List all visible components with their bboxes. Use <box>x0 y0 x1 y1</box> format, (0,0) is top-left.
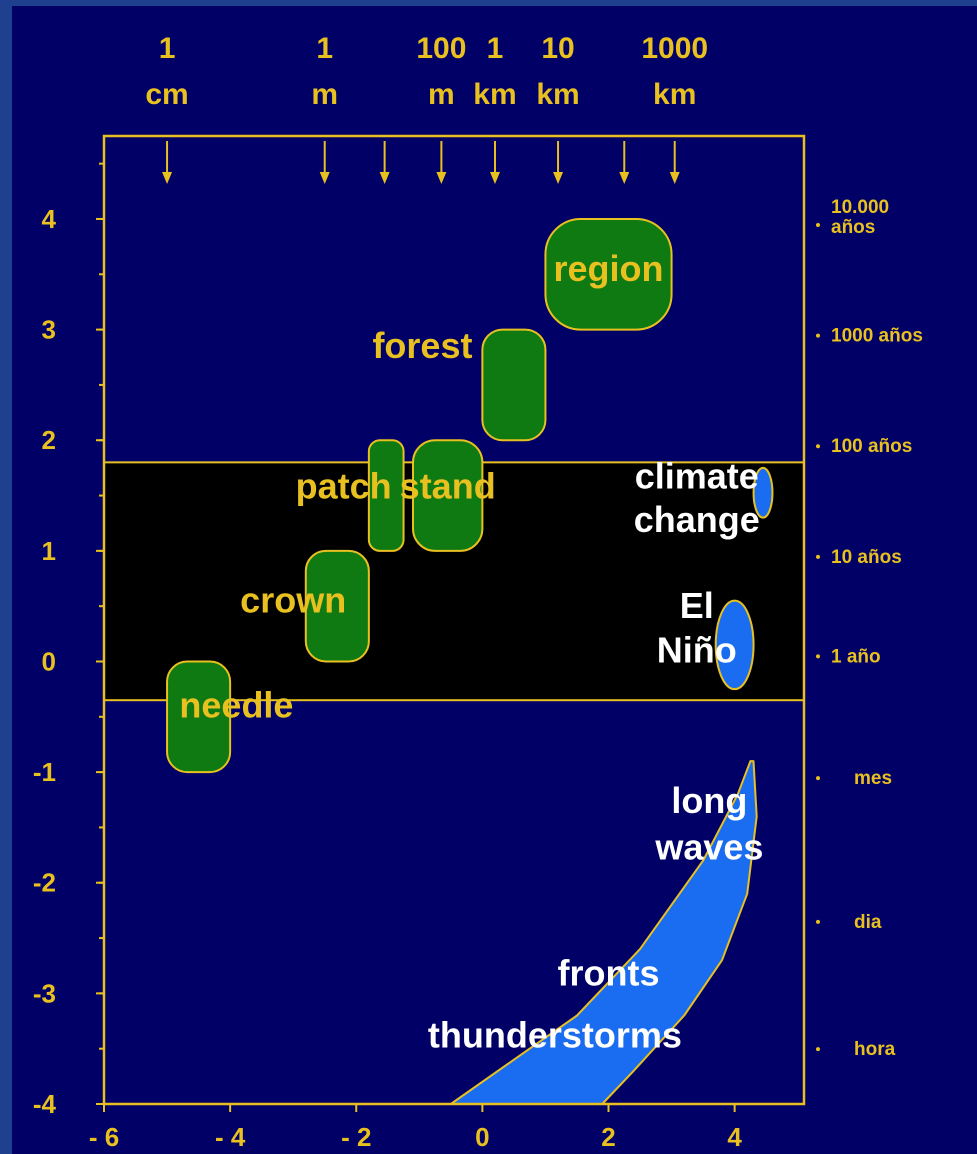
label-patch: patch <box>296 466 392 507</box>
right-scale-label: 100 años <box>831 436 912 457</box>
y-tick-label: 1 <box>42 536 56 566</box>
chart-stage: 4 3 2 1 0 -1 -2 -3 -4- 6- 4- 2 0 2 4 1 cm 1 m 100 m 1 km 10 k… <box>12 6 977 1154</box>
label-change: change <box>634 499 760 540</box>
top-scale-value: 1 <box>316 32 333 65</box>
top-scale-value: 1 <box>159 32 176 65</box>
top-scale-value: 100 <box>416 32 466 65</box>
label-long: long <box>671 780 747 821</box>
right-scale-dot <box>816 444 820 449</box>
top-scale-value: 10 <box>541 32 574 65</box>
top-scale-unit: m <box>428 78 455 111</box>
top-arrow-head <box>619 172 630 184</box>
plot-frame <box>102 134 806 1106</box>
forest-regions <box>166 217 673 774</box>
x-tick-label: 4 <box>727 1122 742 1152</box>
right-scale-label: 1 año <box>831 646 881 667</box>
top-arrow-head <box>319 172 330 184</box>
label-waves: waves <box>654 826 763 867</box>
label-fronts: fronts <box>558 952 660 993</box>
region-needle <box>166 660 232 774</box>
region-crown <box>304 549 370 663</box>
y-tick-label: 2 <box>42 425 56 455</box>
right-scale-label: 1000 años <box>831 326 923 347</box>
top-arrow-head <box>489 172 500 184</box>
right-scale-label: hora <box>854 1039 896 1060</box>
region-patch <box>367 439 405 552</box>
right-scale-dot <box>816 333 820 338</box>
y-tick-label: -3 <box>33 978 56 1008</box>
right-scale-dot <box>816 919 820 924</box>
right-scale-dot <box>816 222 820 227</box>
top-arrow-head <box>553 172 564 184</box>
right-scale-label: 10 años <box>831 547 902 568</box>
region-region <box>544 217 673 331</box>
right-scale-label: dia <box>854 912 882 933</box>
right-scale-dot <box>816 776 820 781</box>
right-scale-label: años <box>831 217 875 238</box>
label-forest: forest <box>372 325 472 366</box>
top-arrow-head <box>379 172 390 184</box>
right-scale-label: mes <box>854 768 892 789</box>
label-niño: Niño <box>657 629 737 670</box>
region-stand <box>412 439 484 552</box>
top-scale-unit: km <box>536 78 579 111</box>
region-forest <box>481 328 547 442</box>
label-thunderstorms: thunderstorms <box>428 1014 682 1055</box>
y-tick-label: -4 <box>33 1089 57 1119</box>
label-needle: needle <box>179 685 293 726</box>
x-tick-label: 0 <box>475 1122 489 1152</box>
right-scale-dot <box>816 554 820 559</box>
right-scale-dot <box>816 654 820 659</box>
top-scale-unit: km <box>653 78 696 111</box>
label-stand: stand <box>400 466 496 507</box>
top-scale-unit: m <box>311 78 338 111</box>
atmosphere-band <box>449 760 758 1105</box>
label-el: El <box>680 585 714 626</box>
y-tick-label: 4 <box>42 204 57 234</box>
y-tick-label: 3 <box>42 315 56 345</box>
region-el-ni-o <box>714 599 755 691</box>
right-scale-dot <box>816 1047 820 1052</box>
region-labels: needle crown patch stand forest region climate… <box>179 248 763 1056</box>
top-arrow-head <box>436 172 447 184</box>
top-arrow-head <box>669 172 680 184</box>
label-region: region <box>553 248 663 289</box>
top-arrow-head <box>162 172 173 184</box>
label-crown: crown <box>240 580 346 621</box>
x-tick-label: - 6 <box>89 1122 119 1152</box>
x-tick-label: 2 <box>601 1122 615 1152</box>
atmosphere-regions <box>449 466 774 1105</box>
region-climate-change <box>752 466 774 519</box>
top-scale-unit: cm <box>145 78 188 111</box>
y-tick-label: -1 <box>33 757 56 787</box>
x-tick-label: - 2 <box>341 1122 371 1152</box>
label-climate: climate <box>635 456 759 497</box>
x-tick-label: - 4 <box>215 1122 246 1152</box>
top-scale-value: 1000 <box>641 32 708 65</box>
top-scale-unit: km <box>473 78 516 111</box>
y-tick-label: 0 <box>42 646 56 676</box>
top-scale-value: 1 <box>487 32 504 65</box>
y-tick-label: -2 <box>33 868 56 898</box>
right-scale-label: 10.000 <box>831 197 889 218</box>
